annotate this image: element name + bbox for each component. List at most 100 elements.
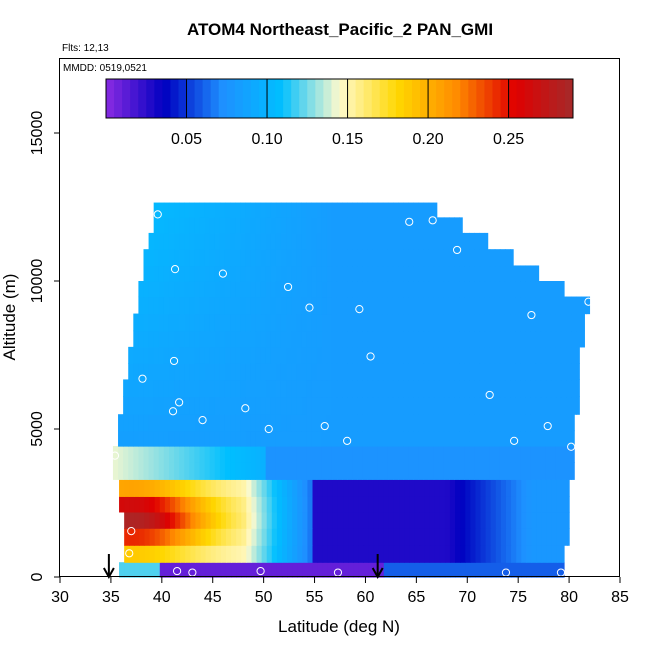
heatmap-cell — [180, 528, 186, 546]
heatmap-cell — [301, 330, 307, 348]
heatmap-cell — [143, 379, 150, 398]
heatmap-cell — [133, 330, 139, 348]
heatmap-cell — [153, 446, 160, 463]
heatmap-cell — [438, 232, 445, 250]
heatmap-cell — [495, 479, 502, 497]
heatmap-cell — [408, 313, 414, 332]
heatmap-cell — [204, 346, 211, 364]
heatmap-cell — [387, 414, 394, 432]
heatmap-cell — [439, 528, 446, 546]
heatmap-cell — [428, 346, 435, 364]
heatmap-cell — [210, 479, 217, 497]
colorbar-swatch — [532, 79, 542, 118]
observation-point — [169, 356, 179, 366]
heatmap-cell — [332, 496, 339, 513]
heatmap-cell — [499, 346, 506, 364]
heatmap-cell — [124, 496, 130, 513]
x-tick-label: 30 — [51, 589, 69, 606]
heatmap-cell — [443, 249, 450, 267]
heatmap-cell — [413, 330, 419, 348]
heatmap-cell — [438, 396, 445, 415]
heatmap-cell — [423, 202, 430, 218]
heatmap-cell — [301, 446, 307, 463]
heatmap-cell — [520, 414, 526, 432]
heatmap-cell — [347, 202, 353, 218]
colorbar-tick-label: 0.15 — [332, 131, 363, 148]
heatmap-cell — [230, 363, 236, 381]
heatmap-cell — [459, 363, 465, 381]
heatmap-cell — [357, 379, 363, 398]
heatmap-cell — [561, 479, 568, 497]
heatmap-cell — [550, 462, 557, 480]
heatmap-cell — [270, 313, 277, 332]
heatmap-cell — [352, 414, 358, 432]
heatmap-cell — [336, 249, 343, 267]
heatmap-cell — [546, 528, 553, 546]
heatmap-cell — [164, 562, 171, 578]
x-axis: 30 35 40 45 50 55 60 65 70 75 80 85 — [51, 577, 629, 606]
heatmap-cell — [541, 562, 548, 578]
heatmap-cell — [209, 446, 216, 463]
heatmap-cell — [540, 313, 547, 332]
colorbar-swatch — [226, 79, 236, 118]
colorbar-tick-label: 0.25 — [493, 131, 524, 148]
heatmap-cell — [154, 511, 161, 529]
heatmap-cell — [555, 379, 562, 398]
heatmap-cell — [387, 446, 394, 463]
heatmap-cell — [418, 265, 425, 282]
heatmap-cell — [352, 330, 358, 348]
heatmap-cell — [494, 396, 501, 415]
heatmap-cell — [316, 265, 323, 282]
heatmap-cell — [250, 346, 257, 364]
heatmap-cell — [485, 545, 492, 563]
heatmap-cell — [540, 462, 547, 480]
heatmap-cell — [525, 330, 531, 348]
heatmap-cell — [143, 346, 150, 364]
heatmap-cell — [316, 363, 323, 381]
heatmap-cell — [291, 281, 297, 298]
heatmap-cell — [251, 496, 258, 513]
heatmap-cell — [377, 249, 384, 267]
heatmap-cell — [143, 296, 150, 315]
heatmap-cell — [245, 296, 251, 315]
heatmap-cell — [154, 496, 161, 513]
heatmap-cell — [209, 330, 216, 348]
heatmap-cell — [270, 217, 277, 234]
heatmap-cell — [185, 562, 191, 578]
heatmap-cell — [336, 217, 343, 234]
colorbar-swatch — [468, 79, 477, 118]
colorbar-swatch — [411, 79, 421, 118]
heatmap-cell — [535, 446, 542, 463]
heatmap-cell — [199, 249, 206, 267]
heatmap-cell — [489, 281, 496, 298]
heatmap-cell — [418, 430, 425, 447]
heatmap-cell — [316, 396, 323, 415]
heatmap-cell — [357, 265, 363, 282]
heatmap-cell — [276, 496, 283, 513]
heatmap-cell — [571, 414, 575, 432]
heatmap-cell — [184, 232, 190, 250]
heatmap-cell — [326, 396, 333, 415]
heatmap-cell — [489, 249, 496, 267]
heatmap-cell — [326, 330, 333, 348]
heatmap-cell — [144, 562, 151, 578]
heatmap-cell — [336, 330, 343, 348]
heatmap-cell — [438, 446, 445, 463]
heatmap-cell — [443, 330, 450, 348]
heatmap-cell — [189, 202, 195, 218]
heatmap-cell — [387, 202, 394, 218]
heatmap-cell — [409, 496, 415, 513]
heatmap-cell — [164, 545, 171, 563]
heatmap-cell — [403, 363, 409, 381]
heatmap-cell — [342, 430, 348, 447]
heatmap-cell — [433, 265, 440, 282]
heatmap-cell — [276, 511, 283, 529]
heatmap-cell — [347, 379, 353, 398]
heatmap-cell — [387, 232, 394, 250]
heatmap-cell — [326, 265, 333, 282]
heatmap-cell — [403, 379, 409, 398]
heatmap-cell — [566, 313, 572, 332]
heatmap-cell — [408, 379, 414, 398]
heatmap-cell — [465, 511, 471, 529]
heatmap-cell — [535, 363, 542, 381]
